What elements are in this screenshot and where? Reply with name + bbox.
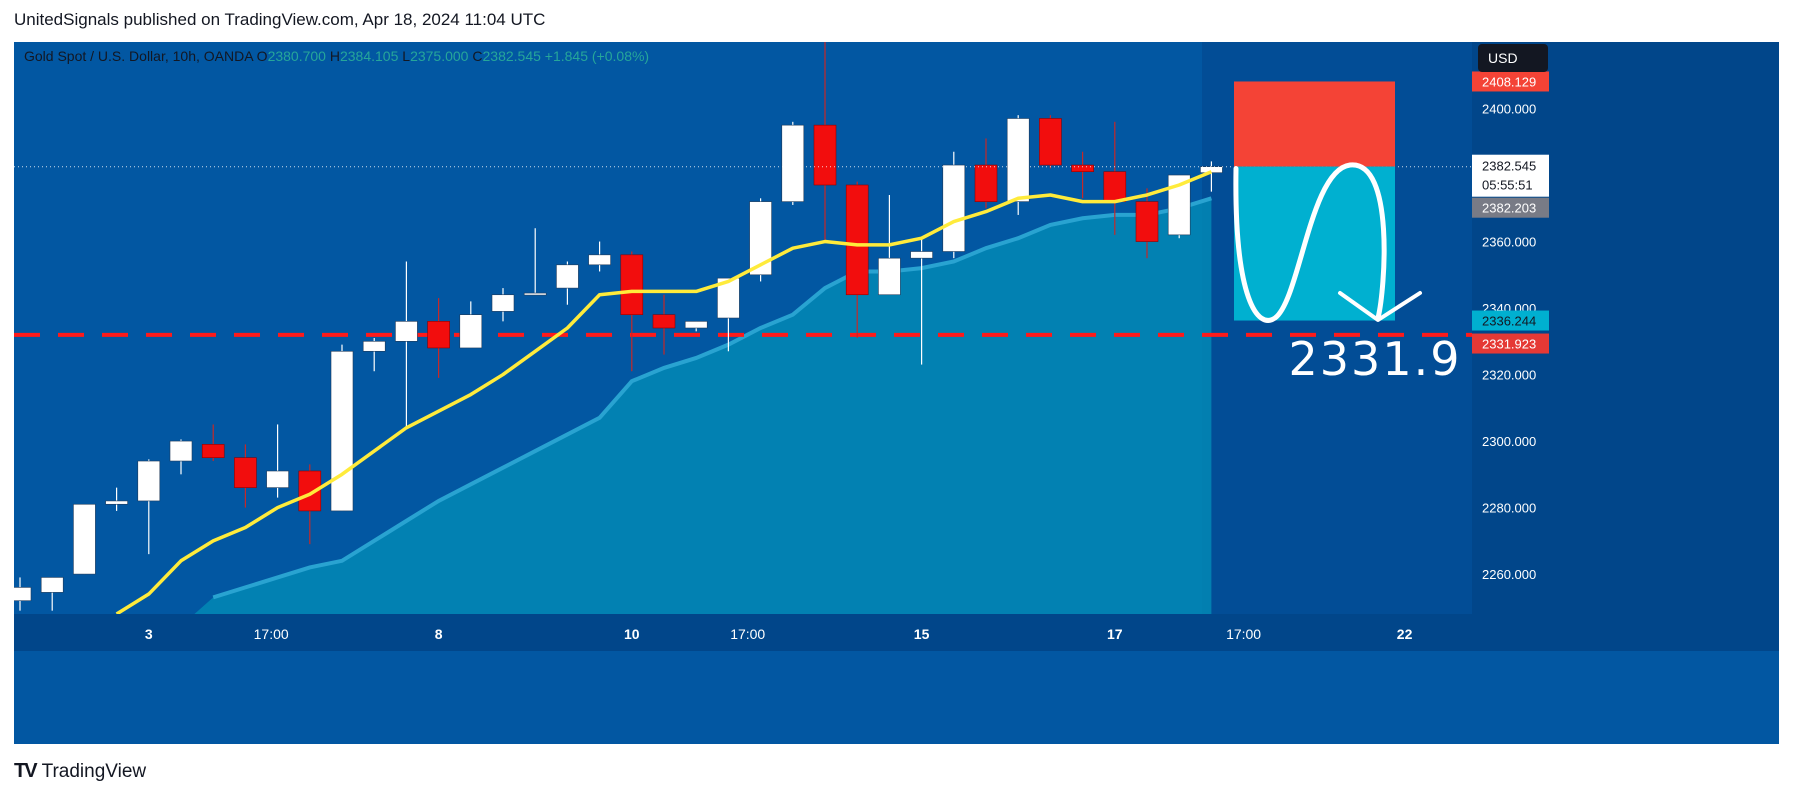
area-line xyxy=(212,196,1212,600)
ma-price-tag-bg xyxy=(1472,197,1549,218)
projection-arrowhead-icon xyxy=(1338,291,1422,322)
candle-body xyxy=(652,314,676,329)
candle-body xyxy=(942,164,966,252)
candle-body xyxy=(1135,201,1159,242)
candle-body xyxy=(781,124,805,202)
candle-body xyxy=(266,470,289,488)
y-tick-label: 2320.000 xyxy=(1482,368,1536,383)
dashed-price-tag-bg xyxy=(1472,333,1549,354)
x-tick-label: 17:00 xyxy=(730,626,765,642)
target-annotation: 2331.9 xyxy=(1289,332,1462,386)
ma-price-tag: 2382.203 xyxy=(1482,201,1536,216)
candle-body xyxy=(330,350,354,512)
legend-symbol: Gold Spot / U.S. Dollar, 10h, OANDA xyxy=(24,48,257,64)
ma-line xyxy=(115,170,1213,614)
dashed-price-tag: 2331.923 xyxy=(1482,337,1536,352)
candle-body xyxy=(201,444,225,458)
candle-body xyxy=(749,201,772,276)
y-tick-label: 2260.000 xyxy=(1482,567,1536,582)
candle-body xyxy=(974,164,998,202)
candle-body xyxy=(105,500,128,505)
stop-price-tag: 2408.129 xyxy=(1482,74,1536,89)
y-tick-label: 2360.000 xyxy=(1482,235,1536,250)
candle-body xyxy=(556,264,579,289)
legend-l-value: 2375.000 xyxy=(410,48,472,64)
tradingview-logo-icon: TV xyxy=(14,760,38,782)
x-tick-label: 10 xyxy=(624,626,640,642)
candle-body xyxy=(1039,118,1062,166)
x-tick-label: 17:00 xyxy=(254,626,289,642)
y-tick-label: 2280.000 xyxy=(1482,501,1536,516)
candle-body xyxy=(137,460,161,502)
candle-body xyxy=(1006,118,1030,202)
candle-body xyxy=(234,457,257,488)
legend-o-label: O xyxy=(257,48,268,64)
candle-body xyxy=(40,577,64,593)
candle-body xyxy=(717,277,740,319)
plot-layer xyxy=(14,42,1472,614)
candle-body xyxy=(362,341,386,352)
y-tick-label: 2400.000 xyxy=(1482,102,1536,117)
candle-body xyxy=(14,587,32,601)
candle-body xyxy=(1167,174,1191,236)
currency-button[interactable] xyxy=(1478,44,1548,72)
candle-body xyxy=(459,314,483,349)
legend: Gold Spot / U.S. Dollar, 10h, OANDA O238… xyxy=(24,48,649,64)
candle-body xyxy=(620,254,644,315)
legend-c-label: C xyxy=(472,48,482,64)
time-axis-panel[interactable] xyxy=(14,614,1472,651)
y-tick-label: 2300.000 xyxy=(1482,434,1536,449)
x-tick-label: 8 xyxy=(435,626,443,642)
candle-body xyxy=(910,251,933,259)
candle-body xyxy=(298,470,322,512)
x-tick-label: 17:00 xyxy=(1226,626,1261,642)
candle-body xyxy=(1103,171,1127,202)
legend-c-value: 2382.545 xyxy=(483,48,545,64)
candle-body xyxy=(73,503,96,575)
candle-body xyxy=(684,321,708,329)
candle-body xyxy=(588,254,611,266)
candle-body xyxy=(491,294,515,312)
x-tick-label: 17 xyxy=(1107,626,1123,642)
current-price-tag: 2382.545 xyxy=(1482,159,1536,174)
currency-button-label[interactable]: USD xyxy=(1488,50,1518,66)
target-price-tag: 2336.244 xyxy=(1482,314,1536,329)
legend-h-label: H xyxy=(330,48,340,64)
legend-l-label: L xyxy=(402,48,410,64)
projection-arrow-path xyxy=(1233,162,1387,323)
countdown-timer: 05:55:51 xyxy=(1482,178,1533,193)
legend-change: +1.845 (+0.08%) xyxy=(545,48,649,64)
x-tick-label: 15 xyxy=(914,626,930,642)
candle-body xyxy=(427,321,450,349)
x-tick-label: 22 xyxy=(1397,626,1413,642)
current-price-tag-bg xyxy=(1472,154,1549,197)
candle-body xyxy=(1071,164,1094,172)
target-price-tag-bg xyxy=(1472,310,1549,331)
stop-zone xyxy=(1234,81,1395,167)
published-line: UnitedSignals published on TradingView.c… xyxy=(14,10,546,29)
candle-body xyxy=(395,321,418,342)
candle-body xyxy=(169,440,193,462)
area-fill xyxy=(194,198,1212,614)
candle-body xyxy=(813,124,837,186)
x-tick-label: 3 xyxy=(145,626,153,642)
legend-o-value: 2380.700 xyxy=(268,48,330,64)
stop-price-tag-bg xyxy=(1472,71,1549,92)
target-zone xyxy=(1234,166,1395,321)
candle-body xyxy=(845,184,869,296)
legend-h-value: 2384.105 xyxy=(340,48,402,64)
brand-name: TradingView xyxy=(41,760,147,782)
candle-body xyxy=(878,257,901,296)
candle-body xyxy=(523,292,547,296)
tradingview-brand: TV TradingView xyxy=(14,760,146,783)
